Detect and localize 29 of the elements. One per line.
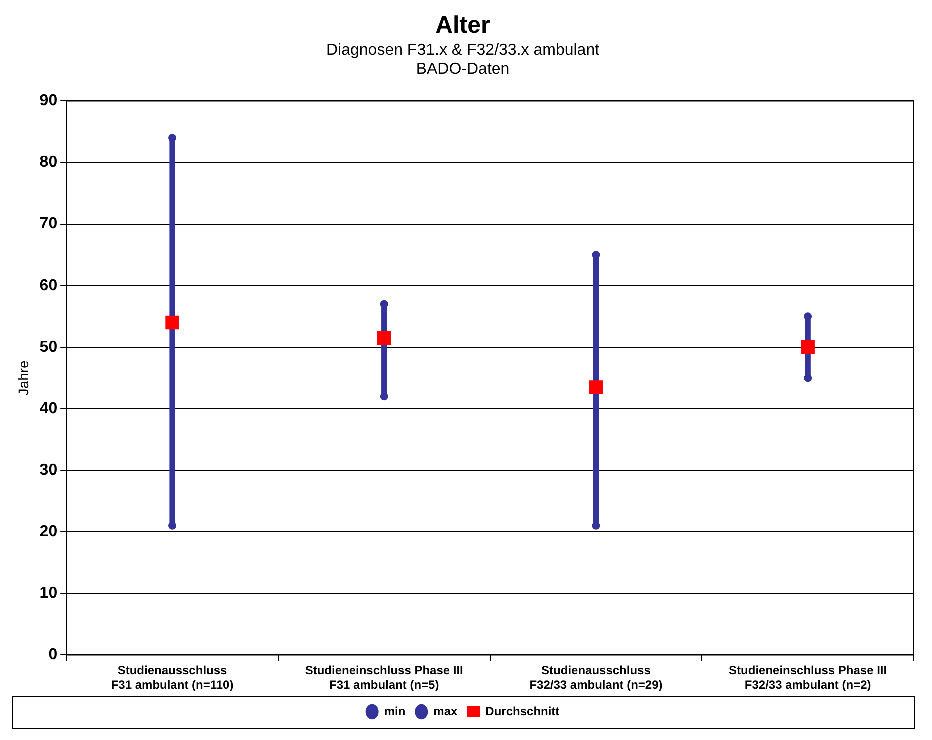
y-tick-label: 50 [40, 338, 58, 356]
y-tick-label: 70 [40, 216, 58, 233]
legend-label: Durchschnitt [486, 704, 560, 718]
y-tick-label: 30 [40, 462, 58, 479]
point [380, 392, 388, 401]
point [166, 316, 180, 330]
x-tick-label: Studienausschluss F32/33 ambulant (n=29) [530, 664, 663, 692]
chart-title: Alter [436, 12, 490, 40]
point [804, 374, 812, 382]
y-tick-label: 20 [40, 523, 58, 540]
point [801, 340, 815, 354]
point [378, 331, 392, 346]
point [589, 380, 604, 394]
x-tick-label: Studienausschluss F31 ambulant (n=110) [111, 664, 234, 692]
y-tick-label: 60 [40, 277, 58, 294]
x-tick-label: Studieneinschluss Phase III F32/33 ambulant (n=2) [729, 664, 888, 692]
legend-label: max [434, 704, 458, 718]
y-axis-title: Jahre [15, 360, 32, 396]
point [168, 134, 177, 142]
y-tick-label: 90 [40, 92, 58, 110]
point [804, 312, 812, 321]
y-tick-label: 40 [40, 400, 58, 418]
y-tick-label: 80 [40, 154, 58, 172]
x-tick-label: Studieneinschluss Phase III F31 ambulant (n=5) [305, 664, 464, 692]
chart-subtitle: Diagnosen F31.x & F32/33.x ambulant BADO-Daten [326, 42, 600, 78]
y-tick-label: 10 [40, 585, 58, 602]
y-tick-label: 0 [48, 646, 58, 664]
legend-label: min [384, 704, 406, 718]
point [380, 300, 388, 308]
